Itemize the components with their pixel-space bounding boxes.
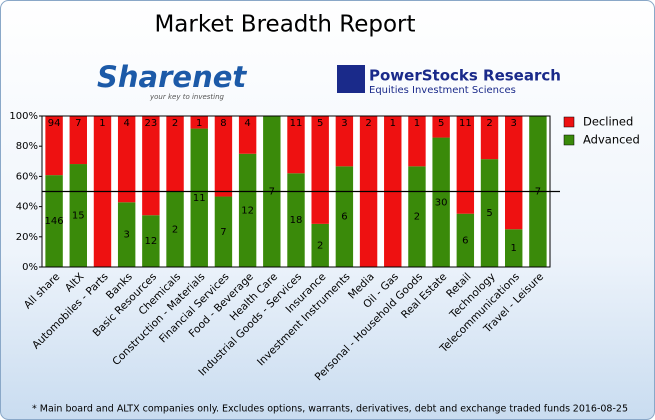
data-label: 23 — [144, 118, 157, 129]
data-label: 5 — [438, 118, 444, 129]
legend-label: Declined — [583, 115, 633, 129]
data-label: 12 — [144, 236, 157, 247]
bar-segment — [311, 223, 329, 267]
data-label: 6 — [462, 235, 468, 246]
bar-segment — [311, 116, 329, 224]
data-label: 30 — [435, 197, 448, 208]
logo-tagline: your key to investing — [149, 93, 225, 101]
data-label: 146 — [45, 216, 64, 227]
bar-segment — [69, 164, 87, 267]
logo-text: Sharenet — [97, 60, 247, 94]
data-label: 1 — [414, 118, 420, 129]
data-label: 3 — [511, 118, 517, 129]
y-tick-label: 40% — [16, 202, 38, 213]
data-label: 2 — [365, 118, 371, 129]
data-label: 5 — [317, 118, 323, 129]
date: 2016-08-25 — [573, 404, 628, 415]
data-label: 5 — [486, 208, 492, 219]
bar-segment — [190, 128, 208, 267]
data-label: 4 — [123, 118, 129, 129]
plot-border — [41, 115, 551, 268]
y-tick-label: 100% — [9, 111, 38, 122]
bar-segment — [480, 159, 499, 267]
y-tick-label: 20% — [16, 232, 38, 243]
bar-segment — [238, 116, 257, 154]
data-label: 11 — [193, 193, 206, 204]
data-label: 8 — [220, 118, 226, 129]
y-tick-label: 60% — [16, 171, 38, 182]
data-label: 2 — [172, 118, 178, 129]
bar-segment — [408, 116, 426, 167]
bar-segment — [456, 213, 475, 267]
bar-segment — [117, 202, 136, 267]
logo-text: PowerStocks Research — [369, 67, 561, 85]
bar-segment — [432, 116, 450, 138]
data-label: 2 — [172, 224, 178, 235]
data-label: 1 — [390, 118, 396, 129]
bar-segment — [166, 116, 184, 192]
bar-segment — [142, 116, 160, 216]
bar-segment — [287, 173, 305, 267]
data-label: 6 — [341, 212, 347, 223]
bar-segment — [142, 215, 160, 267]
data-label: 94 — [48, 118, 61, 129]
sharenet-logo: Sharenet your key to investing — [97, 60, 247, 101]
bar-segment — [287, 116, 305, 174]
data-label: 2 — [317, 240, 323, 251]
bar-segment — [214, 116, 233, 197]
data-label: 1 — [99, 118, 105, 129]
bar-segment — [432, 137, 450, 267]
logo-icon — [337, 65, 365, 93]
data-label: 4 — [244, 118, 250, 129]
bar-segment — [456, 116, 475, 214]
logo-tagline: Equities Investment Sciences — [369, 85, 516, 96]
bar-segment — [45, 175, 63, 267]
bar-segment — [166, 191, 184, 267]
bar-segment — [117, 116, 136, 203]
data-label: 7 — [220, 227, 226, 238]
bar-segment — [505, 116, 523, 230]
data-label: 11 — [459, 118, 472, 129]
data-label: 1 — [511, 243, 517, 254]
data-label: 2 — [486, 118, 492, 129]
legend-swatch — [563, 134, 575, 146]
bar-segment — [238, 153, 257, 267]
bar-segment — [190, 116, 208, 129]
bar-segment — [45, 116, 63, 176]
legend-swatch — [563, 116, 575, 128]
bar-segment — [480, 116, 499, 160]
data-label: 12 — [241, 205, 254, 216]
bar-segment — [505, 229, 523, 267]
data-label: 11 — [290, 118, 303, 129]
data-label: 1 — [196, 118, 202, 129]
bar-segment — [214, 196, 233, 267]
powerstocks-logo: PowerStocks Research Equities Investment… — [337, 65, 561, 96]
data-label: 7 — [75, 118, 81, 129]
data-label: 2 — [414, 212, 420, 223]
data-label: 18 — [290, 215, 303, 226]
y-tick-label: 0% — [22, 262, 38, 273]
chart-title: Market Breadth Report — [154, 12, 415, 38]
footnote: * Main board and ALTX companies only. Ex… — [32, 404, 570, 415]
y-tick-label: 80% — [16, 141, 38, 152]
data-label: 3 — [341, 118, 347, 129]
bar-segment — [335, 116, 354, 167]
data-label: 3 — [123, 230, 129, 241]
legend-label: Advanced — [583, 133, 640, 147]
data-label: 15 — [72, 211, 85, 222]
bar-segment — [69, 116, 87, 165]
